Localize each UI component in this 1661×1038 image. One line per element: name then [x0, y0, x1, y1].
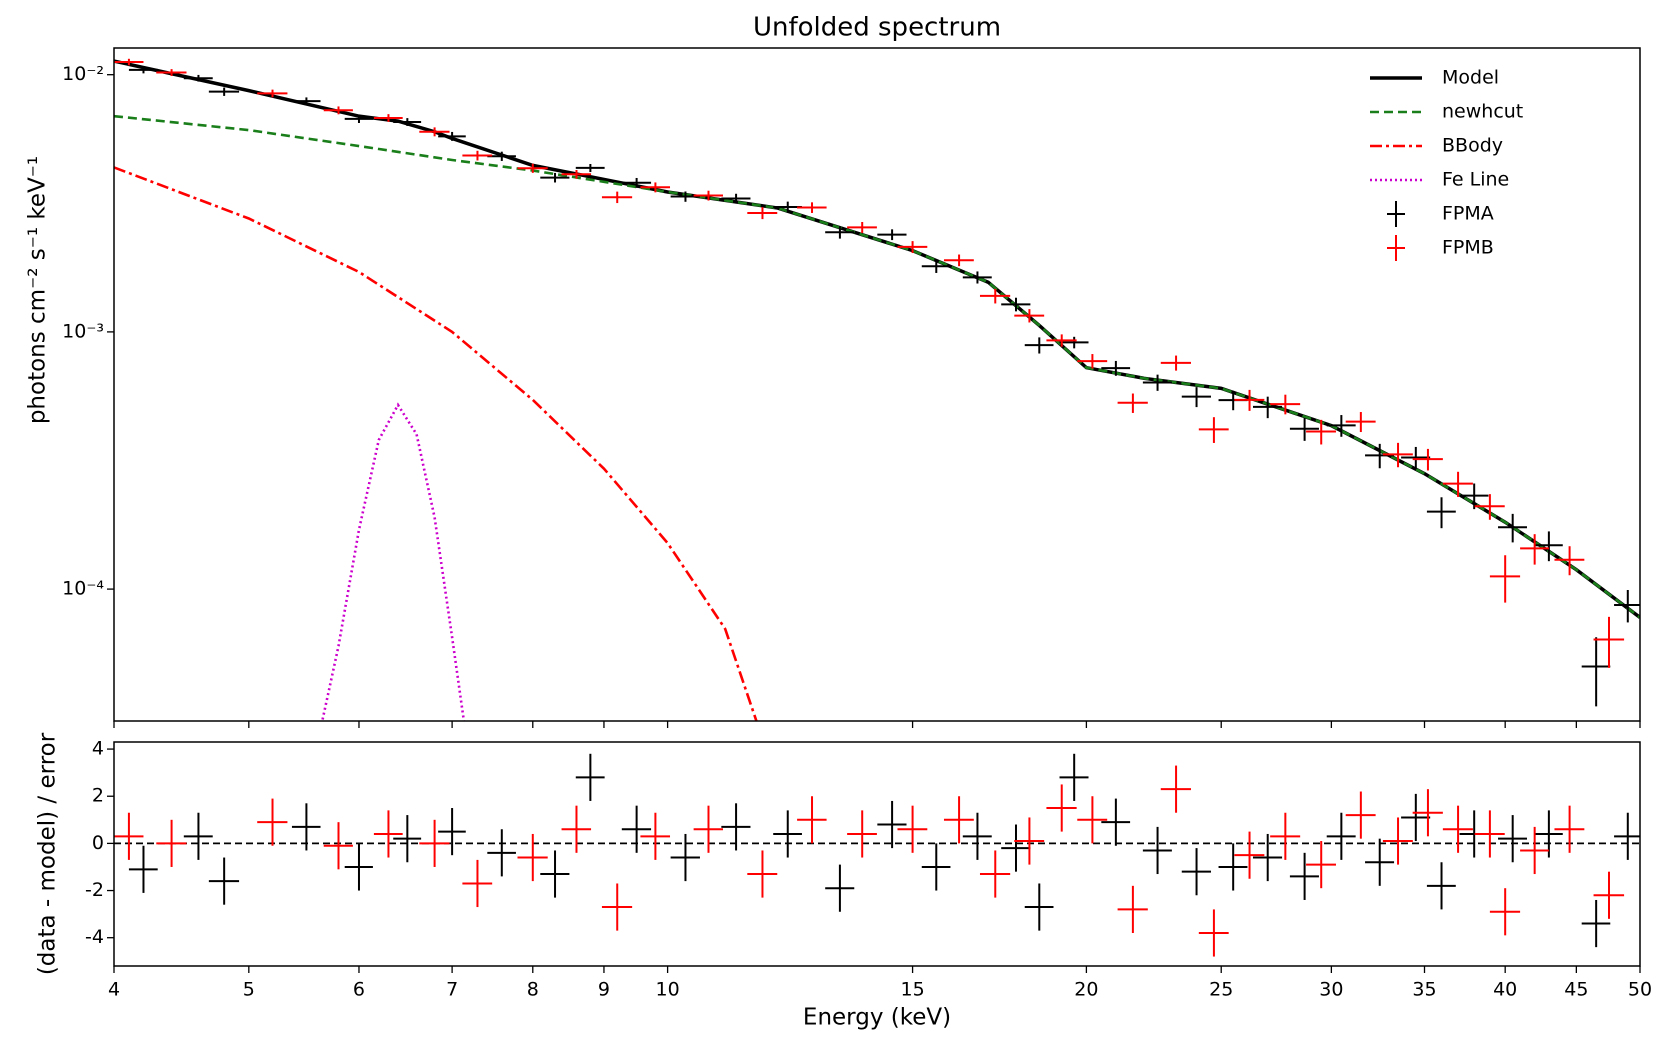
y-tick-label: 2: [92, 785, 104, 807]
y-tick-label: 10⁻²: [62, 63, 104, 85]
legend-label: newhcut: [1442, 101, 1523, 123]
y-tick-label: 10⁻³: [62, 320, 104, 342]
x-tick-label: 10: [656, 979, 680, 1001]
y-axis-label: (data - model) / error: [35, 732, 61, 975]
x-tick-label: 30: [1319, 979, 1343, 1001]
y-tick-label: 4: [92, 738, 104, 760]
residual-plot: [114, 753, 1640, 957]
legend-label: Fe Line: [1442, 169, 1509, 191]
y-tick-label: -2: [85, 879, 104, 901]
x-tick-label: 5: [243, 979, 255, 1001]
legend-label: FPMB: [1442, 237, 1494, 259]
y-tick-label: 0: [92, 832, 104, 854]
y-axis-label: photons cm⁻² s⁻¹ keV⁻¹: [25, 156, 51, 424]
x-tick-label: 15: [900, 979, 924, 1001]
legend-label: BBody: [1442, 135, 1503, 157]
chart-title: Unfolded spectrum: [753, 13, 1001, 43]
model-line: [114, 166, 758, 721]
x-tick-label: 40: [1493, 979, 1517, 1001]
x-tick-label: 20: [1074, 979, 1098, 1001]
legend-label: FPMA: [1442, 203, 1494, 225]
x-tick-label: 7: [446, 979, 458, 1001]
model-line: [114, 114, 1640, 619]
x-tick-label: 35: [1412, 979, 1436, 1001]
x-tick-label: 6: [353, 979, 365, 1001]
x-tick-label: 45: [1564, 979, 1588, 1001]
y-tick-label: 10⁻⁴: [62, 578, 104, 600]
legend-label: Model: [1442, 67, 1499, 89]
spectrum-plot: [114, 58, 1640, 721]
x-tick-label: 50: [1628, 979, 1652, 1001]
x-tick-label: 4: [108, 979, 120, 1001]
x-tick-label: 25: [1209, 979, 1233, 1001]
frame: [113, 741, 1641, 967]
x-axis-label: Energy (keV): [803, 1005, 951, 1031]
x-tick-label: 9: [598, 979, 610, 1001]
model-line: [320, 402, 466, 721]
frame: [113, 47, 1641, 722]
axes: 4 5 6 7 8 9 10 15 20 25 30 35 40 45 5010⁻²10⁻³10⁻⁴-4-2…: [62, 63, 1652, 1000]
x-tick-label: 8: [527, 979, 539, 1001]
y-tick-label: -4: [85, 926, 104, 948]
